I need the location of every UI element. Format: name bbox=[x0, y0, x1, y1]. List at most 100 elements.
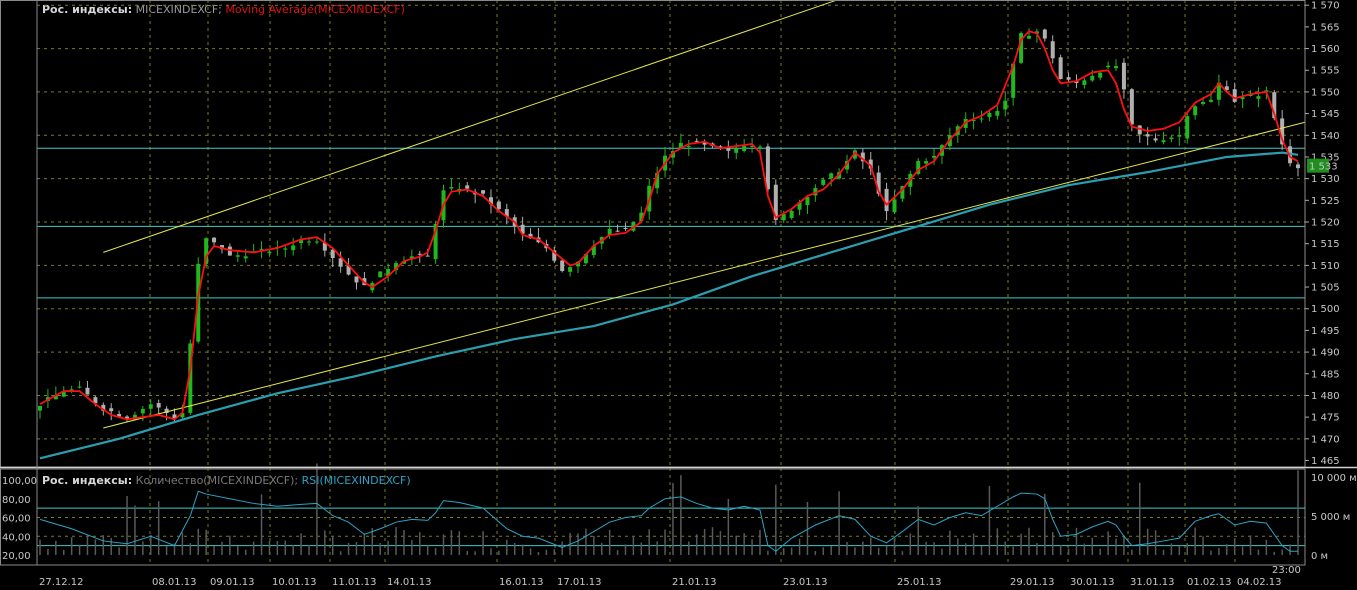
candle-body bbox=[1296, 164, 1300, 169]
volume-tick-label: 10 000 м bbox=[1311, 473, 1357, 484]
date-label: 11.01.13 bbox=[332, 577, 377, 588]
candle-body bbox=[1019, 33, 1024, 63]
candle-body bbox=[789, 210, 794, 218]
candle-body bbox=[433, 223, 438, 260]
candle-body bbox=[1058, 57, 1063, 79]
candle-body bbox=[979, 118, 984, 120]
candle-body bbox=[750, 145, 755, 147]
y-tick-label: 1 520 bbox=[1311, 218, 1340, 229]
candle-body bbox=[805, 197, 810, 206]
candle-body bbox=[742, 146, 747, 151]
candle-body bbox=[726, 148, 731, 151]
candle-body bbox=[1129, 89, 1134, 125]
candle-body bbox=[204, 238, 209, 264]
candle-body bbox=[465, 185, 470, 189]
candle-body bbox=[338, 258, 343, 267]
candle-body bbox=[1248, 94, 1253, 96]
volume-tick-label: 0 м bbox=[1311, 551, 1328, 562]
y-tick-label: 1 505 bbox=[1311, 283, 1340, 294]
candle-body bbox=[892, 199, 897, 213]
candle-body bbox=[69, 389, 74, 391]
candle-body bbox=[876, 172, 881, 194]
candle-body bbox=[607, 228, 612, 235]
axes bbox=[0, 0, 1357, 566]
date-label: 04.02.13 bbox=[1237, 577, 1282, 588]
date-label: 16.01.13 bbox=[499, 577, 544, 588]
candle-body bbox=[852, 150, 857, 159]
y-tick-label: 1 540 bbox=[1311, 131, 1340, 142]
candle-body bbox=[583, 254, 588, 264]
rsi-tick-label: 80,00 bbox=[2, 495, 31, 506]
candle-body bbox=[987, 112, 992, 118]
candle-body bbox=[694, 140, 699, 142]
candle-body bbox=[1193, 106, 1198, 116]
candle-body bbox=[781, 214, 786, 221]
date-label: 14.01.13 bbox=[387, 577, 432, 588]
candle-body bbox=[1201, 101, 1206, 104]
y-tick-label: 1 560 bbox=[1311, 44, 1340, 55]
date-label: 01.02.13 bbox=[1187, 577, 1232, 588]
y-tick-label: 1 555 bbox=[1311, 66, 1340, 77]
candle-body bbox=[1137, 125, 1142, 135]
date-label: 30.01.13 bbox=[1070, 577, 1115, 588]
candle-body bbox=[235, 255, 240, 257]
sub-header-group: Рос. индексы: bbox=[42, 474, 133, 487]
candle-body bbox=[734, 148, 739, 153]
rsi-tick-label: 100,00 bbox=[2, 476, 37, 487]
candle-body bbox=[1121, 62, 1126, 90]
candle-body bbox=[346, 266, 351, 275]
candle-body bbox=[378, 271, 383, 278]
y-tick-label: 1 510 bbox=[1311, 261, 1340, 272]
y-tick-label: 1 490 bbox=[1311, 348, 1340, 359]
channel-lower-line bbox=[103, 121, 1306, 429]
candles bbox=[38, 28, 1300, 423]
candle-body bbox=[283, 248, 288, 250]
candle-body bbox=[164, 408, 169, 413]
candle-body bbox=[1003, 100, 1008, 110]
main-chart-header: Рос. индексы: MICEXINDEXCF; Moving Avera… bbox=[42, 3, 405, 16]
candle-body bbox=[53, 395, 58, 400]
candle-body bbox=[125, 416, 130, 419]
candle-body bbox=[1042, 29, 1047, 39]
candle-body bbox=[386, 268, 391, 276]
candle-body bbox=[1066, 77, 1071, 80]
candle-body bbox=[156, 403, 161, 408]
candle-body bbox=[1224, 86, 1229, 91]
candle-body bbox=[401, 260, 406, 264]
date-label: 31.01.13 bbox=[1130, 577, 1175, 588]
candle-body bbox=[765, 146, 770, 190]
date-label: 21.01.13 bbox=[672, 577, 717, 588]
candle-body bbox=[1098, 72, 1103, 78]
sub-pane-frame bbox=[0, 468, 1306, 566]
candle-body bbox=[354, 276, 359, 283]
candle-body bbox=[900, 185, 905, 199]
date-label: 23.01.13 bbox=[783, 577, 828, 588]
candle-body bbox=[449, 187, 454, 189]
candle-body bbox=[1208, 99, 1213, 102]
candle-body bbox=[995, 110, 1000, 116]
candle-body bbox=[488, 197, 493, 205]
y-tick-label: 1 475 bbox=[1311, 413, 1340, 424]
candle-body bbox=[188, 343, 193, 413]
candle-body bbox=[180, 413, 185, 418]
candle-body bbox=[1050, 41, 1055, 59]
channel-upper-line bbox=[103, 0, 839, 253]
candle-body bbox=[797, 202, 802, 210]
candle-body bbox=[117, 414, 122, 417]
main-header-group: Рос. индексы: bbox=[42, 3, 133, 16]
candle-body bbox=[678, 142, 683, 150]
y-tick-label: 1 465 bbox=[1311, 456, 1340, 467]
candle-body bbox=[148, 404, 153, 409]
candle-body bbox=[504, 209, 509, 217]
candle-body bbox=[425, 255, 430, 257]
y-tick-label: 1 525 bbox=[1311, 196, 1340, 207]
candle-body bbox=[560, 260, 565, 272]
candle-body bbox=[496, 201, 501, 210]
candle-body bbox=[924, 161, 929, 164]
main-header-indicator: Moving Average(MICEXINDEXCF) bbox=[225, 3, 405, 16]
candle-body bbox=[101, 404, 106, 411]
time-label: 23:00 bbox=[1272, 565, 1301, 576]
candle-body bbox=[702, 142, 707, 145]
